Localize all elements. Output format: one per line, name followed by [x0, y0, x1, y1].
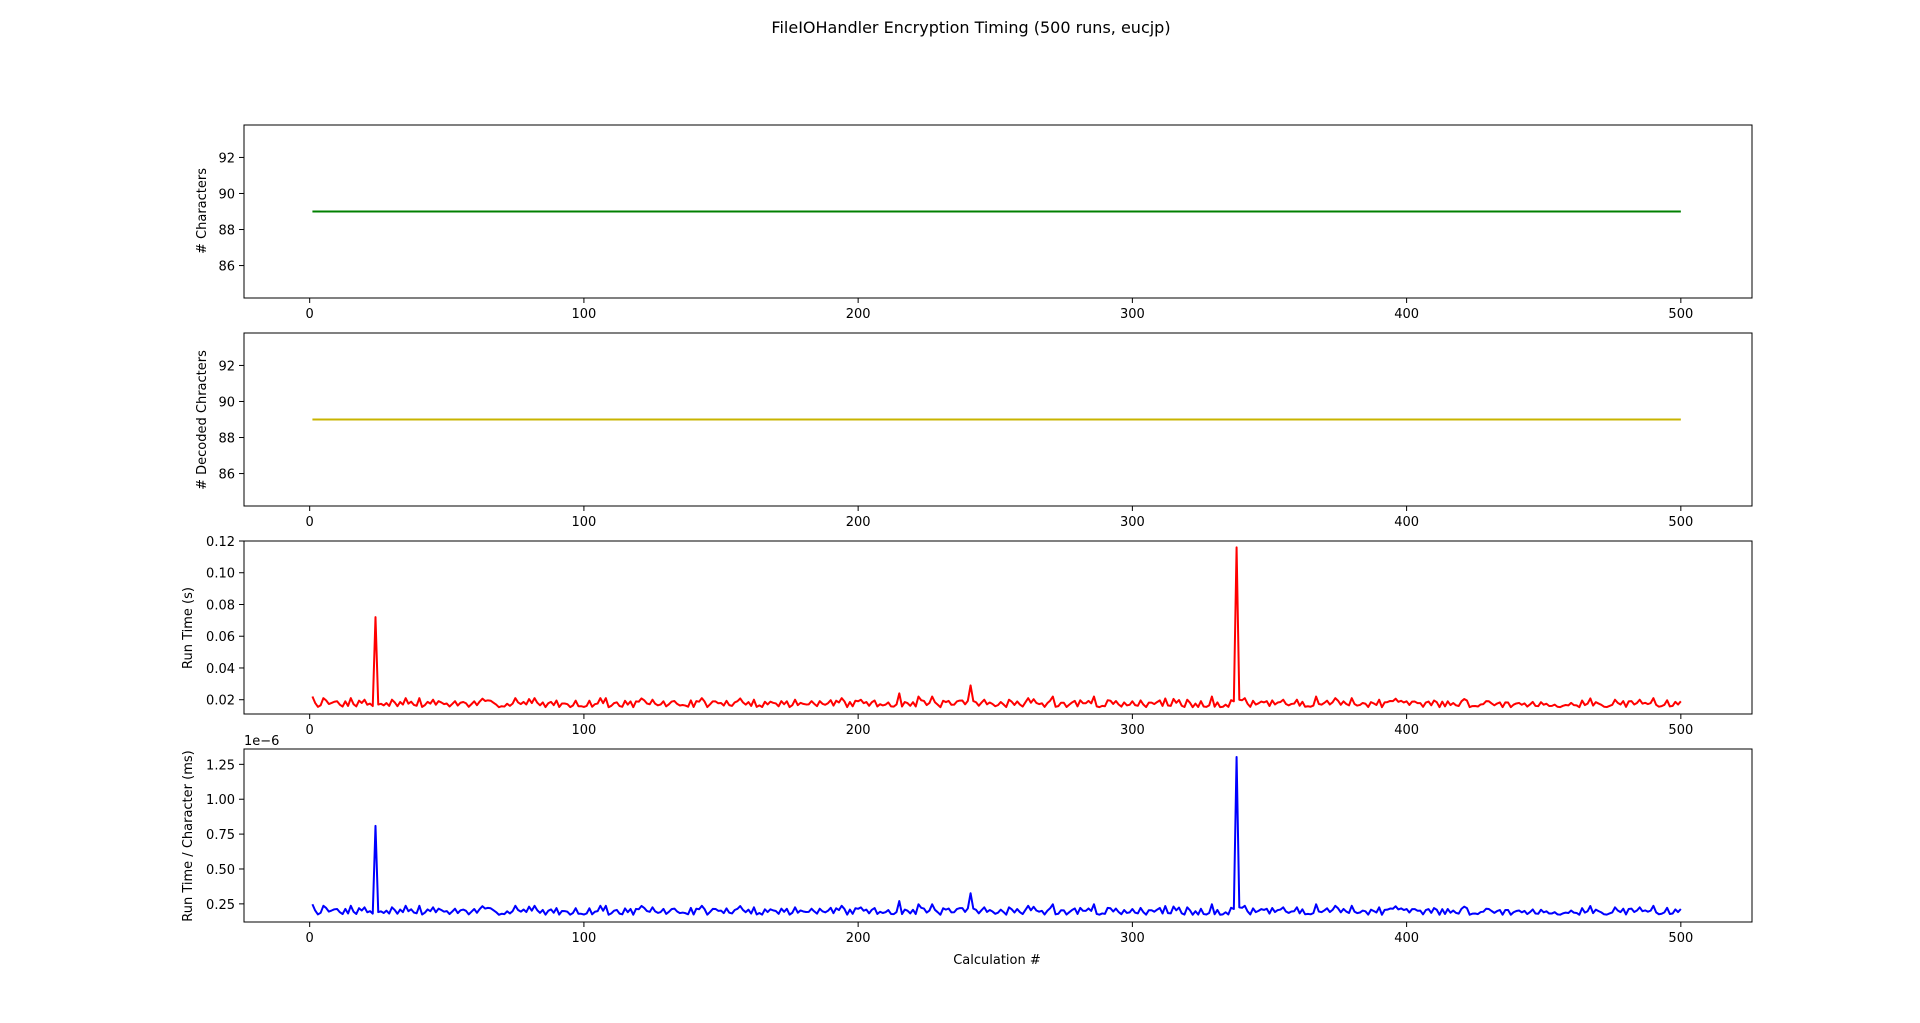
x-tick-label: 200 [846, 931, 871, 946]
y-tick-label: 0.50 [206, 863, 235, 878]
y-tick-label: 0.08 [206, 598, 235, 613]
y-tick-label: 90 [218, 187, 235, 202]
x-tick-label: 300 [1120, 931, 1145, 946]
series-line-2-0 [311, 546, 1682, 709]
ylabel-decoded-characters: # Decoded Chracters [195, 350, 210, 490]
x-tick-label: 0 [306, 723, 314, 738]
subplot-run-time: Run Time (s) 0 100 200 300 400 500 0.02 0.04 0.0… [181, 535, 1753, 738]
y-tick-label: 0.12 [206, 535, 235, 550]
y-tick-label: 92 [218, 151, 235, 166]
x-tick-label: 0 [306, 307, 314, 322]
y-tick-label: 88 [218, 432, 235, 447]
x-tick-label: 500 [1668, 307, 1693, 322]
x-tick-label: 200 [846, 515, 871, 530]
ylabel-run-time: Run Time (s) [181, 587, 196, 669]
y-tick-label: 1.00 [206, 793, 235, 808]
x-tick-label: 300 [1120, 515, 1145, 530]
x-tick-label: 100 [571, 723, 596, 738]
figure-title: FileIOHandler Encryption Timing (500 run… [771, 18, 1170, 37]
x-tick-label: 0 [306, 931, 314, 946]
ylabel-characters: # Characters [195, 168, 210, 254]
y-tick-label: 0.75 [206, 828, 235, 843]
axes-frame [243, 332, 1753, 507]
y-tick-label: 0.04 [206, 662, 235, 677]
x-tick-label: 100 [571, 931, 596, 946]
x-tick-label: 500 [1668, 931, 1693, 946]
x-tick-label: 500 [1668, 515, 1693, 530]
y-tick-label: 86 [218, 468, 235, 483]
y-tick-label: 0.25 [206, 898, 235, 913]
ylabel-run-time-per-character: Run Time / Character (ms) [181, 750, 196, 921]
y-tick-label: 86 [218, 260, 235, 275]
axes-frame [243, 124, 1753, 299]
subplot-run-time-per-character: Run Time / Character (ms) 1e−6 0 100 200 30… [181, 734, 1753, 946]
x-tick-label: 100 [571, 307, 596, 322]
y-tick-label: 0.02 [206, 694, 235, 709]
x-tick-label: 400 [1394, 723, 1419, 738]
x-tick-label: 400 [1394, 931, 1419, 946]
axes-frame [243, 748, 1753, 923]
y-offset-label: 1e−6 [244, 734, 279, 749]
series-line-3-0 [311, 755, 1682, 916]
x-tick-label: 400 [1394, 307, 1419, 322]
x-tick-label: 300 [1120, 723, 1145, 738]
x-tick-label: 500 [1668, 723, 1693, 738]
x-tick-label: 100 [571, 515, 596, 530]
x-tick-label: 400 [1394, 515, 1419, 530]
axes-frame [243, 540, 1753, 715]
x-tick-label: 0 [306, 515, 314, 530]
subplot-characters: # Characters 0 100 200 300 400 500 86 88 90 92 [195, 124, 1753, 322]
y-tick-label: 1.25 [206, 758, 235, 773]
x-tick-label: 200 [846, 307, 871, 322]
y-tick-label: 0.06 [206, 630, 235, 645]
x-tick-label: 200 [846, 723, 871, 738]
y-tick-label: 92 [218, 359, 235, 374]
subplot-decoded-characters: # Decoded Chracters 0 100 200 300 400 500 86 88… [195, 332, 1753, 530]
y-tick-label: 88 [218, 224, 235, 239]
y-tick-label: 0.10 [206, 567, 235, 582]
y-tick-label: 90 [218, 395, 235, 410]
xlabel: Calculation # [953, 953, 1041, 968]
x-tick-label: 300 [1120, 307, 1145, 322]
